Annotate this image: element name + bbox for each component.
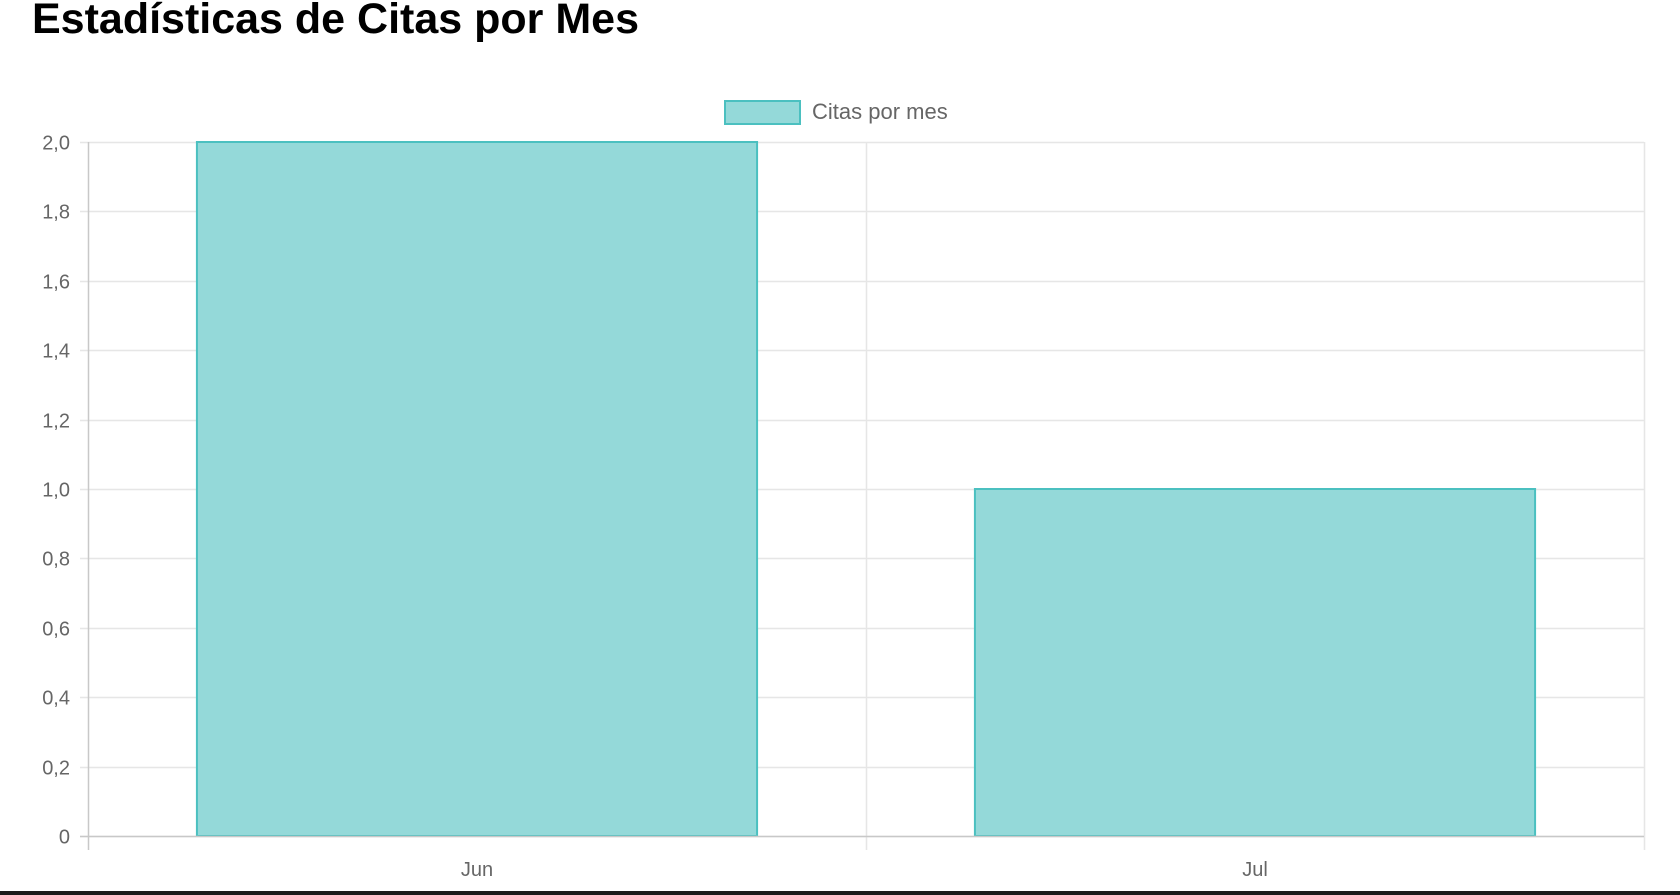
bars	[195, 141, 1537, 837]
y-tick-label: 1,6	[42, 272, 70, 294]
x-tick-label: Jul	[1242, 859, 1268, 881]
legend-swatch[interactable]	[724, 100, 801, 125]
legend[interactable]: Citas por mes	[724, 99, 948, 125]
y-tick-label: 2,0	[42, 133, 70, 155]
y-tick-label: 0,8	[42, 549, 70, 571]
page-title: Estadísticas de Citas por Mes	[32, 0, 639, 43]
y-tick-label: 0,6	[42, 619, 70, 641]
y-tick-label: 0,2	[42, 758, 70, 780]
axes	[80, 142, 1644, 850]
bar-jul[interactable]	[973, 488, 1537, 837]
y-tick-label: 1,8	[42, 202, 70, 224]
x-tick-label: Jun	[461, 859, 493, 881]
y-tick-label: 1,2	[42, 411, 70, 433]
y-tick-label: 1,4	[42, 341, 70, 363]
bar-jun[interactable]	[195, 141, 759, 837]
legend-label[interactable]: Citas por mes	[812, 99, 948, 124]
x-axis-tick-labels: Jun Jul	[461, 859, 1268, 881]
page-bottom-divider	[0, 891, 1680, 895]
y-tick-label: 0,4	[42, 688, 70, 710]
y-tick-label: 1,0	[42, 480, 70, 502]
y-axis-tick-labels: 0 0,2 0,4 0,6 0,8 1,0 1,2 1,4 1,6 1,8 2,0	[42, 133, 70, 849]
y-tick-label: 0	[59, 827, 70, 849]
